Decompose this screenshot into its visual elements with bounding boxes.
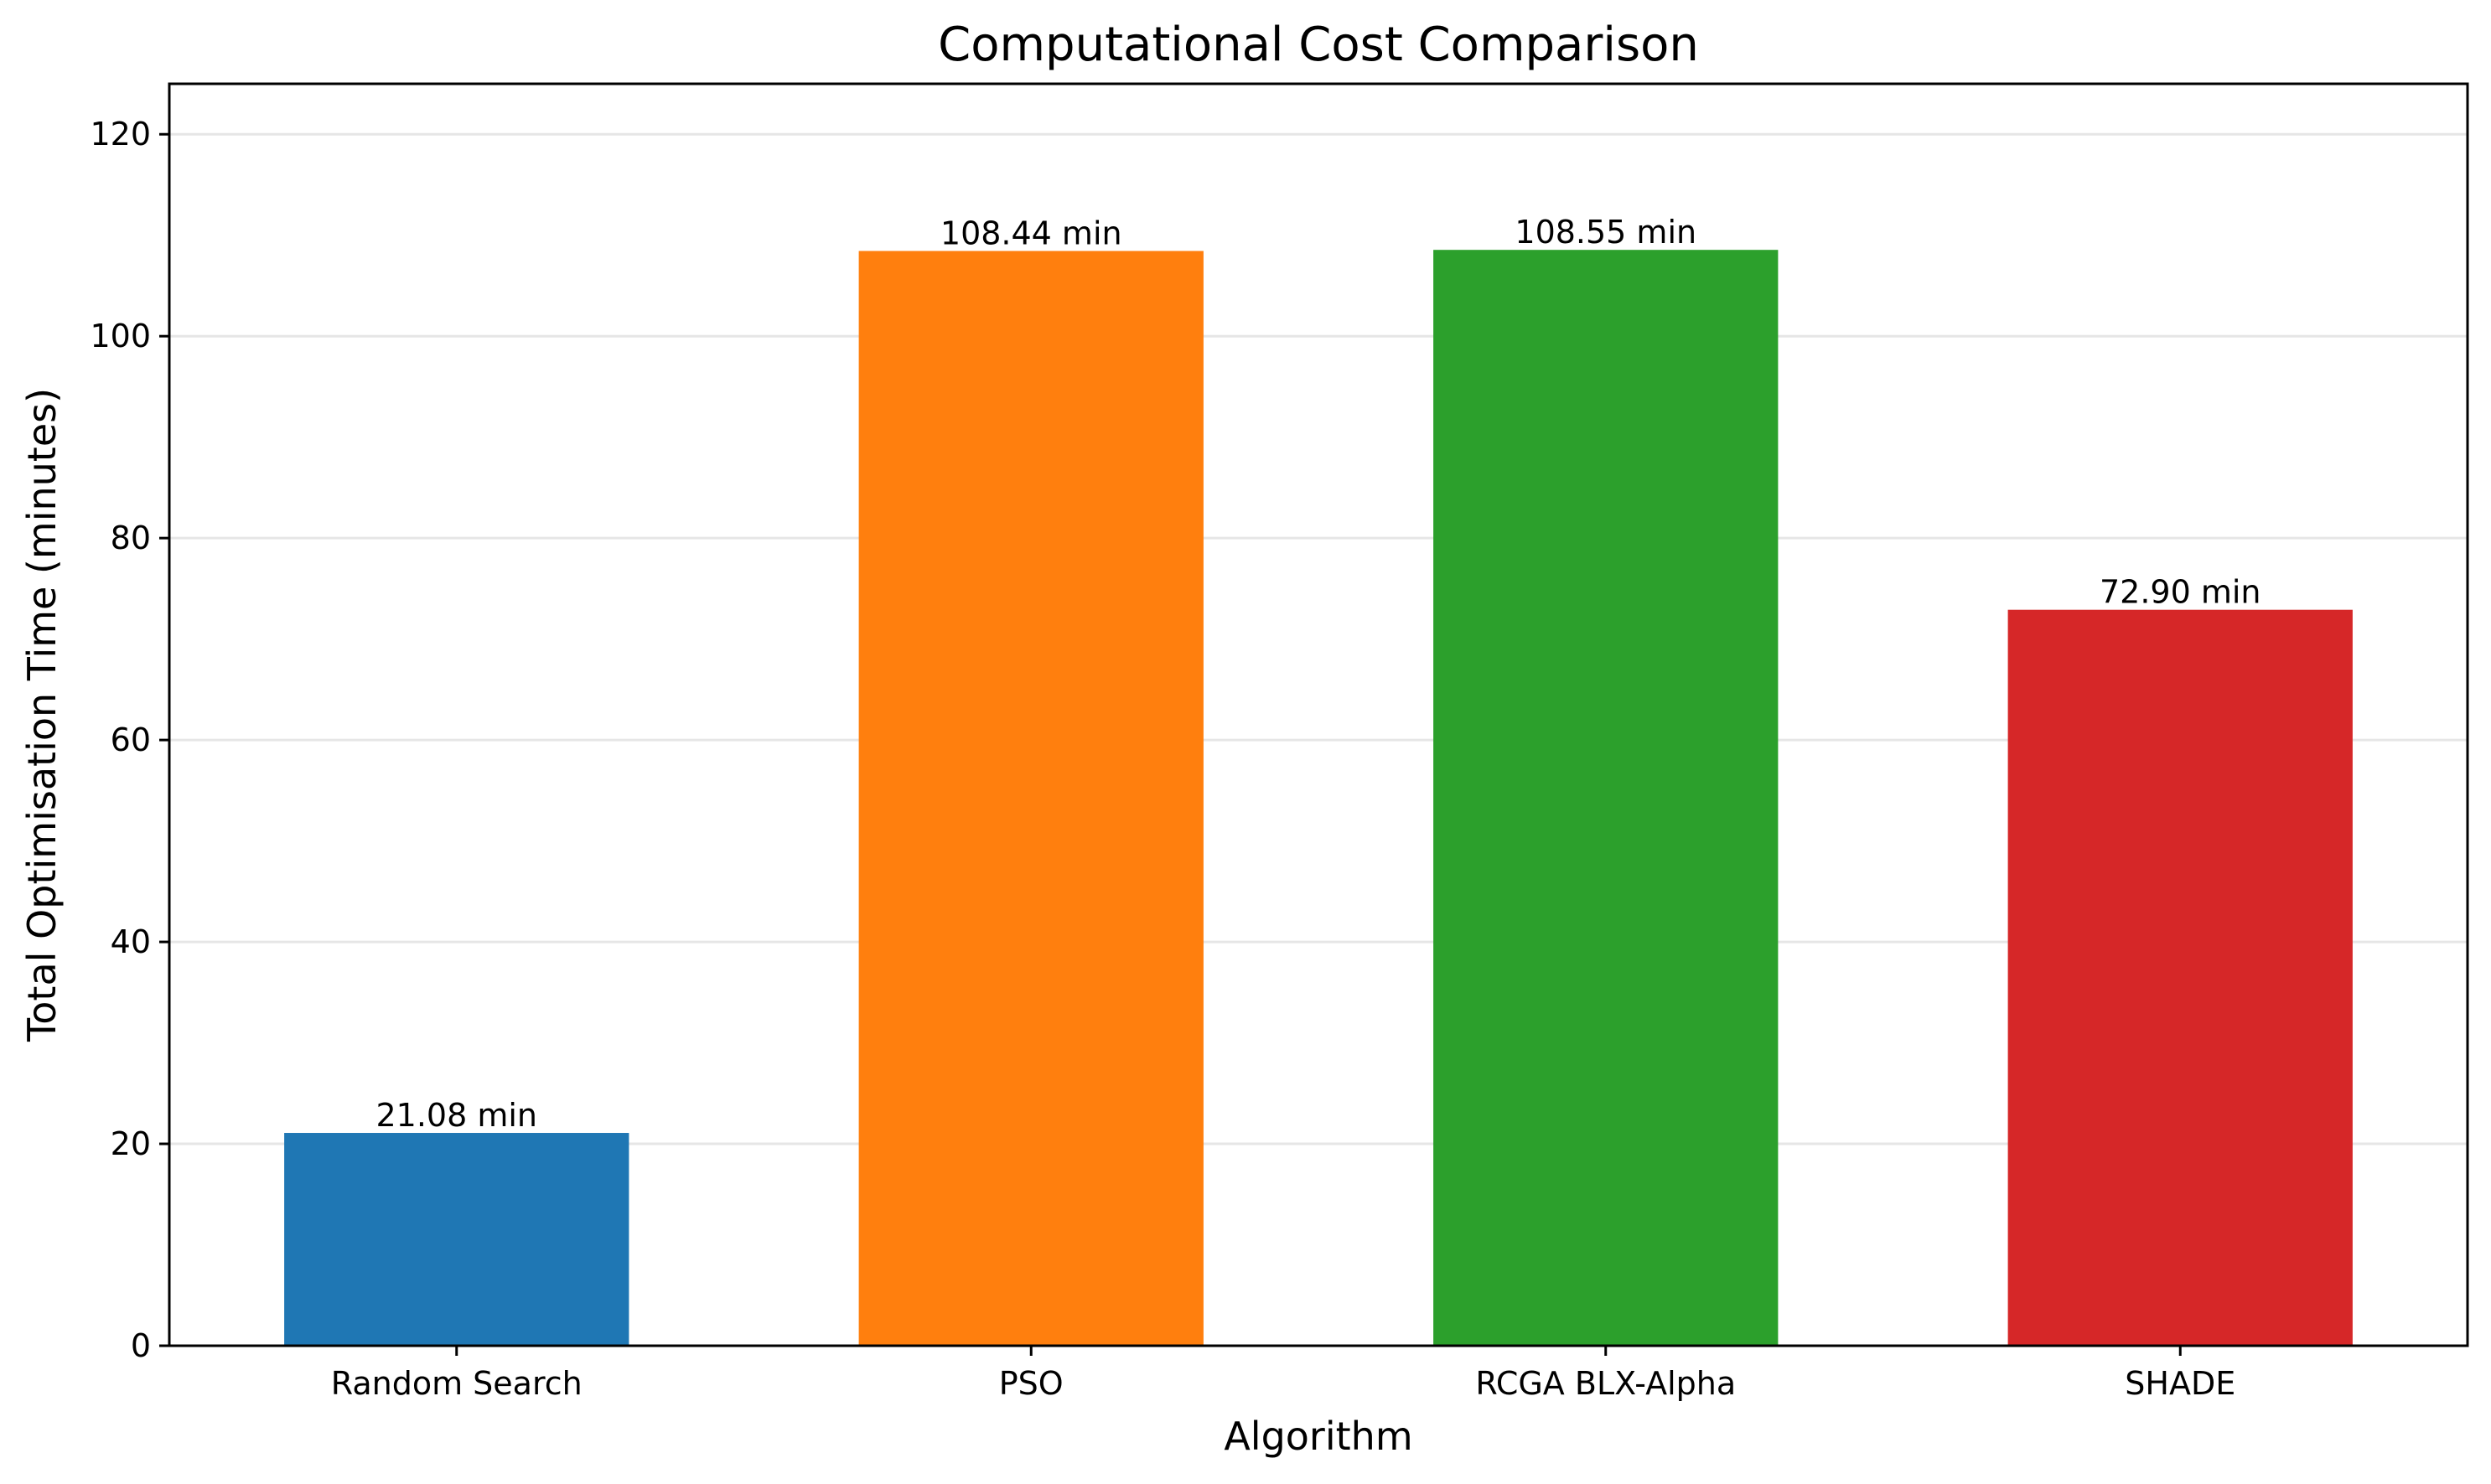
x-tick-label-3: SHADE bbox=[2125, 1365, 2235, 1402]
y-axis-ticks: 0 20 40 60 80 100 120 bbox=[90, 116, 169, 1364]
y-tick-label-4: 80 bbox=[111, 520, 151, 556]
x-tick-label-2: RCGA BLX-Alpha bbox=[1475, 1365, 1736, 1402]
y-tick-label-6: 120 bbox=[90, 116, 151, 153]
y-tick-label-1: 20 bbox=[111, 1125, 151, 1162]
data-label-2: 108.55 min bbox=[1515, 214, 1696, 251]
x-tick-label-1: PSO bbox=[999, 1365, 1064, 1402]
data-label-0: 21.08 min bbox=[375, 1097, 537, 1134]
x-axis-ticks: Random Search PSO RCGA BLX-Alpha SHADE bbox=[331, 1346, 2235, 1402]
bar-0 bbox=[284, 1133, 629, 1346]
bar-3 bbox=[2007, 609, 2353, 1346]
y-axis-label: Total Optimisation Time (minutes) bbox=[19, 388, 65, 1042]
bars bbox=[284, 250, 2353, 1347]
chart-title: Computational Cost Comparison bbox=[938, 18, 1699, 72]
data-label-1: 108.44 min bbox=[940, 215, 1122, 252]
x-axis-label: Algorithm bbox=[1224, 1414, 1412, 1459]
y-tick-label-0: 0 bbox=[131, 1327, 151, 1364]
data-labels: 21.08 min 108.44 min 108.55 min 72.90 min bbox=[375, 214, 2261, 1134]
y-tick-label-5: 100 bbox=[90, 318, 151, 354]
y-tick-label-2: 40 bbox=[111, 923, 151, 960]
bar-2 bbox=[1433, 250, 1779, 1347]
x-tick-label-0: Random Search bbox=[331, 1365, 583, 1402]
y-tick-label-3: 60 bbox=[111, 721, 151, 758]
data-label-3: 72.90 min bbox=[2100, 574, 2261, 611]
bar-1 bbox=[858, 251, 1204, 1346]
plot-area-frame bbox=[168, 82, 2469, 1347]
